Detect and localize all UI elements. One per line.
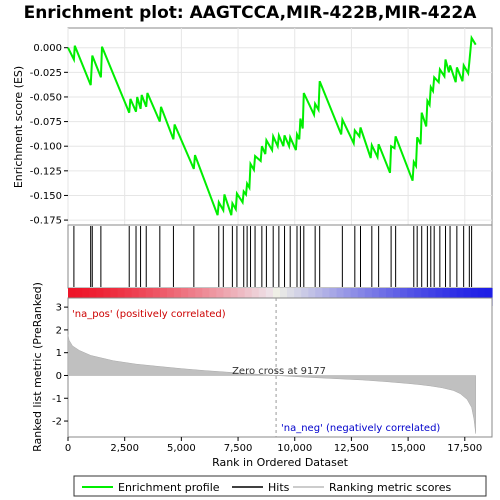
metric-y-tick-label: 1 — [56, 348, 62, 359]
x-axis-label: Rank in Ordered Dataset — [212, 456, 349, 469]
metric-y-tick-label: -1 — [52, 394, 62, 405]
metric-x-tick-label: 12,500 — [334, 443, 369, 454]
es-y-axis-label: Enrichment score (ES) — [12, 66, 25, 188]
es-y-tick-label: 0.000 — [33, 43, 62, 54]
legend-hits-label: Hits — [268, 481, 290, 494]
es-y-tick-label: -0.175 — [30, 216, 62, 227]
es-y-tick-label: -0.050 — [30, 92, 62, 103]
metric-y-tick-label: 2 — [56, 325, 62, 336]
es-y-ticks: 0.000 -0.025 -0.050 -0.075 -0.100 -0.125 -0.15… — [30, 43, 68, 226]
zero-cross-annotation: Zero cross at 9177 — [232, 366, 326, 377]
na-neg-annotation: 'na_neg' (negatively correlated) — [281, 423, 440, 434]
hits-panel-frame — [68, 225, 492, 288]
legend-enrichment-label: Enrichment profile — [118, 481, 220, 494]
metric-y-ticks: 3 2 1 0 -1 -2 — [52, 303, 68, 428]
legend-metric-label: Ranking metric scores — [329, 481, 451, 494]
metric-x-tick-label: 17,500 — [447, 443, 482, 454]
es-y-tick-label: -0.150 — [30, 191, 62, 202]
metric-panel: 3 2 1 0 -1 -2 0 2,500 5,000 7,500 10,000 12,500 15,… — [31, 282, 492, 469]
metric-x-ticks: 0 2,500 5,000 7,500 10,000 12,500 15,000 17,500 — [65, 437, 482, 454]
metric-x-tick-label: 15,000 — [391, 443, 426, 454]
metric-x-tick-label: 7,500 — [224, 443, 253, 454]
metric-x-tick-label: 2,500 — [110, 443, 139, 454]
metric-y-tick-label: 3 — [56, 303, 62, 314]
es-y-tick-label: -0.075 — [30, 117, 62, 128]
na-pos-annotation: 'na_pos' (positively correlated) — [72, 309, 226, 320]
es-y-tick-label: -0.100 — [30, 142, 62, 153]
es-panel: 0.000 -0.025 -0.050 -0.075 -0.100 -0.125 -0.15… — [12, 28, 492, 227]
metric-y-tick-label: 0 — [56, 371, 62, 382]
legend: Enrichment profile Hits Ranking metric s… — [74, 476, 486, 496]
es-y-tick-label: -0.125 — [30, 166, 62, 177]
metric-x-tick-label: 0 — [65, 443, 71, 454]
hits-panel — [68, 225, 492, 288]
metric-x-tick-label: 10,000 — [277, 443, 312, 454]
metric-y-tick-label: -2 — [52, 417, 62, 428]
chart-title: Enrichment plot: AAGTCCA,MIR-422B,MIR-42… — [24, 3, 478, 23]
es-y-tick-label: -0.025 — [30, 68, 62, 79]
metric-y-axis-label: Ranked list metric (PreRanked) — [31, 282, 44, 452]
metric-x-tick-label: 5,000 — [167, 443, 196, 454]
